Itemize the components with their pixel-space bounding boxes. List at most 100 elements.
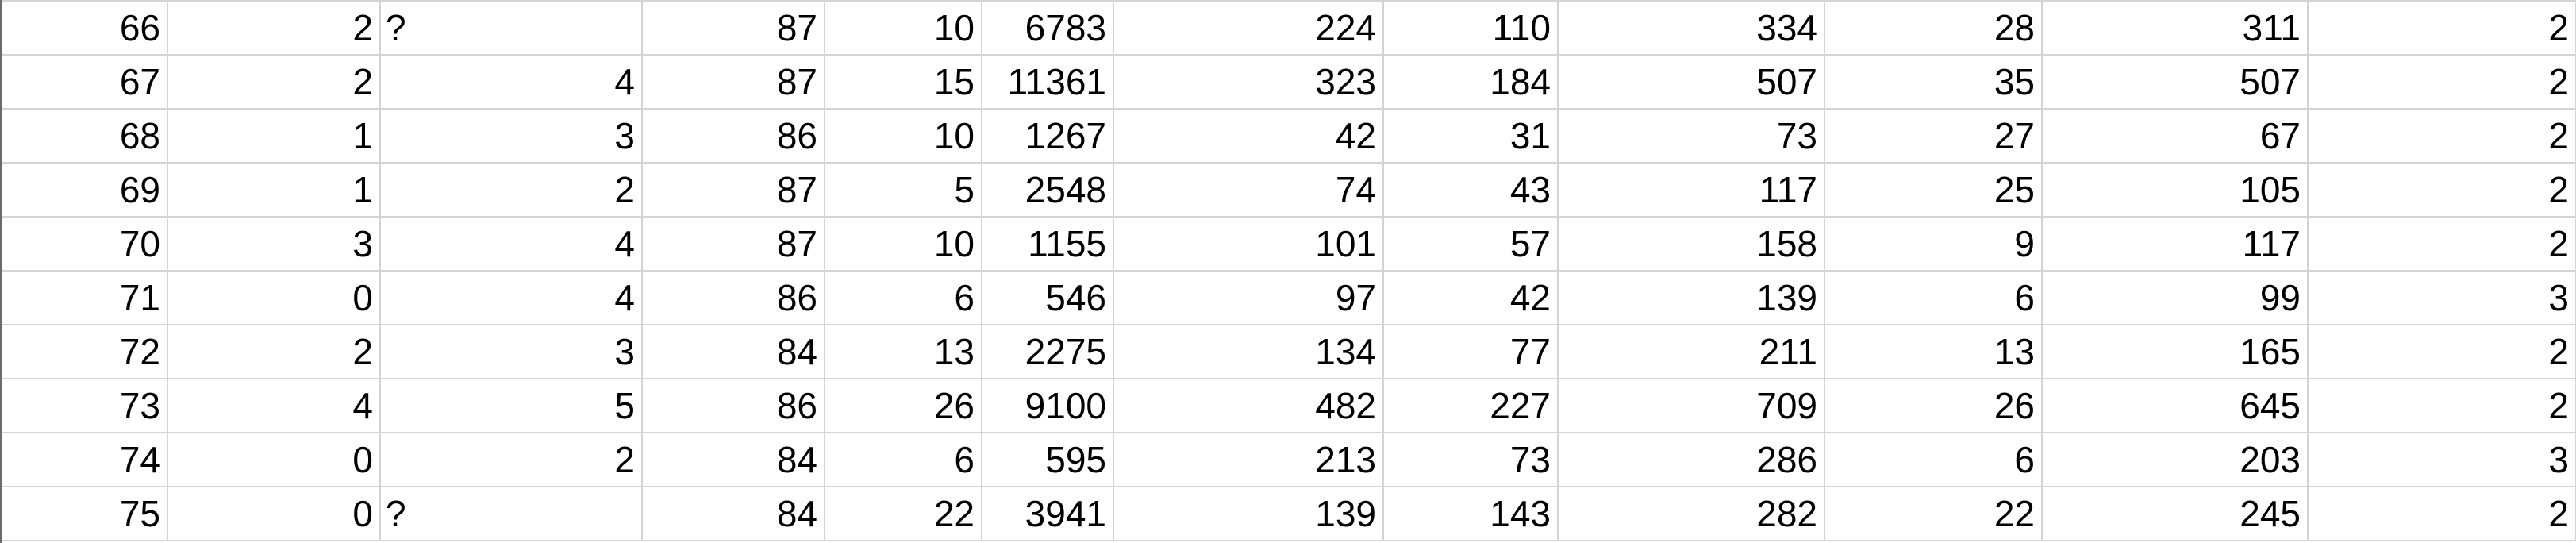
cell-r2-c9[interactable]: 507 xyxy=(1558,55,1825,110)
cell-r4-c5[interactable]: 5 xyxy=(825,163,982,218)
cell-r7-c3[interactable]: 3 xyxy=(380,325,643,379)
cell-r9-c7[interactable]: 213 xyxy=(1113,433,1384,487)
cell-r3-c8[interactable]: 31 xyxy=(1383,109,1559,164)
cell-r5-c1[interactable]: 70 xyxy=(2,217,168,272)
cell-r9-c4[interactable]: 84 xyxy=(642,433,825,487)
cell-r8-c1[interactable]: 73 xyxy=(2,379,168,433)
cell-r10-c8[interactable]: 143 xyxy=(1383,487,1559,541)
cell-r7-c6[interactable]: 2275 xyxy=(982,325,1114,379)
cell-r3-c9[interactable]: 73 xyxy=(1558,109,1825,164)
cell-r2-c6[interactable]: 11361 xyxy=(982,55,1114,110)
cell-r4-c10[interactable]: 25 xyxy=(1824,163,2043,218)
cell-r1-c6[interactable]: 6783 xyxy=(982,0,1114,56)
cell-r8-c2[interactable]: 4 xyxy=(167,379,381,433)
cell-r6-c11[interactable]: 99 xyxy=(2042,271,2309,325)
cell-r2-c12[interactable]: 2 xyxy=(2308,55,2576,110)
cell-r10-c4[interactable]: 84 xyxy=(642,487,825,541)
cell-r1-c7[interactable]: 224 xyxy=(1113,0,1384,56)
cell-r10-c7[interactable]: 139 xyxy=(1113,487,1384,541)
cell-r5-c12[interactable]: 2 xyxy=(2308,217,2576,272)
cell-r9-c1[interactable]: 74 xyxy=(2,433,168,487)
cell-r1-c9[interactable]: 334 xyxy=(1558,0,1825,56)
cell-r10-c12[interactable]: 2 xyxy=(2308,487,2576,541)
cell-r8-c8[interactable]: 227 xyxy=(1383,379,1559,433)
cell-r2-c11[interactable]: 507 xyxy=(2042,55,2309,110)
cell-r6-c9[interactable]: 139 xyxy=(1558,271,1825,325)
cell-r4-c11[interactable]: 105 xyxy=(2042,163,2309,218)
cell-r3-c2[interactable]: 1 xyxy=(167,109,381,164)
cell-r5-c4[interactable]: 87 xyxy=(642,217,825,272)
cell-r6-c1[interactable]: 71 xyxy=(2,271,168,325)
cell-r8-c9[interactable]: 709 xyxy=(1558,379,1825,433)
cell-r2-c1[interactable]: 67 xyxy=(2,55,168,110)
cell-r5-c9[interactable]: 158 xyxy=(1558,217,1825,272)
cell-r5-c6[interactable]: 1155 xyxy=(982,217,1114,272)
cell-r7-c1[interactable]: 72 xyxy=(2,325,168,379)
cell-r9-c5[interactable]: 6 xyxy=(825,433,982,487)
cell-r5-c8[interactable]: 57 xyxy=(1383,217,1559,272)
cell-r10-c10[interactable]: 22 xyxy=(1824,487,2043,541)
cell-r4-c7[interactable]: 74 xyxy=(1113,163,1384,218)
cell-r8-c5[interactable]: 26 xyxy=(825,379,982,433)
cell-r7-c10[interactable]: 13 xyxy=(1824,325,2043,379)
cell-r6-c3[interactable]: 4 xyxy=(380,271,643,325)
cell-r8-c3[interactable]: 5 xyxy=(380,379,643,433)
cell-r2-c10[interactable]: 35 xyxy=(1824,55,2043,110)
cell-r8-c7[interactable]: 482 xyxy=(1113,379,1384,433)
cell-r7-c12[interactable]: 2 xyxy=(2308,325,2576,379)
cell-r2-c2[interactable]: 2 xyxy=(167,55,381,110)
cell-r1-c2[interactable]: 2 xyxy=(167,0,381,56)
cell-r9-c8[interactable]: 73 xyxy=(1383,433,1559,487)
cell-r2-c5[interactable]: 15 xyxy=(825,55,982,110)
cell-r2-c8[interactable]: 184 xyxy=(1383,55,1559,110)
cell-r1-c3[interactable]: ? xyxy=(380,0,643,56)
cell-r4-c12[interactable]: 2 xyxy=(2308,163,2576,218)
cell-r5-c5[interactable]: 10 xyxy=(825,217,982,272)
cell-r8-c4[interactable]: 86 xyxy=(642,379,825,433)
cell-r3-c11[interactable]: 67 xyxy=(2042,109,2309,164)
cell-r2-c3[interactable]: 4 xyxy=(380,55,643,110)
cell-r5-c10[interactable]: 9 xyxy=(1824,217,2043,272)
cell-r7-c11[interactable]: 165 xyxy=(2042,325,2309,379)
cell-r6-c6[interactable]: 546 xyxy=(982,271,1114,325)
cell-r6-c7[interactable]: 97 xyxy=(1113,271,1384,325)
cell-r7-c9[interactable]: 211 xyxy=(1558,325,1825,379)
cell-r7-c8[interactable]: 77 xyxy=(1383,325,1559,379)
cell-r7-c4[interactable]: 84 xyxy=(642,325,825,379)
cell-r3-c1[interactable]: 68 xyxy=(2,109,168,164)
cell-r9-c3[interactable]: 2 xyxy=(380,433,643,487)
cell-r5-c3[interactable]: 4 xyxy=(380,217,643,272)
cell-r6-c5[interactable]: 6 xyxy=(825,271,982,325)
cell-r10-c1[interactable]: 75 xyxy=(2,487,168,541)
cell-r10-c3[interactable]: ? xyxy=(380,487,643,541)
cell-r9-c2[interactable]: 0 xyxy=(167,433,381,487)
cell-r6-c4[interactable]: 86 xyxy=(642,271,825,325)
cell-r3-c7[interactable]: 42 xyxy=(1113,109,1384,164)
cell-r7-c7[interactable]: 134 xyxy=(1113,325,1384,379)
cell-r8-c10[interactable]: 26 xyxy=(1824,379,2043,433)
cell-r4-c3[interactable]: 2 xyxy=(380,163,643,218)
cell-r5-c11[interactable]: 117 xyxy=(2042,217,2309,272)
cell-r1-c11[interactable]: 311 xyxy=(2042,0,2309,56)
cell-r8-c6[interactable]: 9100 xyxy=(982,379,1114,433)
cell-r6-c10[interactable]: 6 xyxy=(1824,271,2043,325)
cell-r9-c10[interactable]: 6 xyxy=(1824,433,2043,487)
cell-r1-c5[interactable]: 10 xyxy=(825,0,982,56)
cell-r10-c2[interactable]: 0 xyxy=(167,487,381,541)
cell-r6-c2[interactable]: 0 xyxy=(167,271,381,325)
cell-r5-c7[interactable]: 101 xyxy=(1113,217,1384,272)
cell-r3-c6[interactable]: 1267 xyxy=(982,109,1114,164)
cell-r7-c2[interactable]: 2 xyxy=(167,325,381,379)
cell-r10-c11[interactable]: 245 xyxy=(2042,487,2309,541)
cell-r6-c12[interactable]: 3 xyxy=(2308,271,2576,325)
cell-r4-c1[interactable]: 69 xyxy=(2,163,168,218)
cell-r1-c1[interactable]: 66 xyxy=(2,0,168,56)
cell-r10-c5[interactable]: 22 xyxy=(825,487,982,541)
cell-r4-c4[interactable]: 87 xyxy=(642,163,825,218)
cell-r9-c6[interactable]: 595 xyxy=(982,433,1114,487)
cell-r3-c5[interactable]: 10 xyxy=(825,109,982,164)
cell-r8-c12[interactable]: 2 xyxy=(2308,379,2576,433)
cell-r1-c10[interactable]: 28 xyxy=(1824,0,2043,56)
cell-r4-c9[interactable]: 117 xyxy=(1558,163,1825,218)
cell-r5-c2[interactable]: 3 xyxy=(167,217,381,272)
